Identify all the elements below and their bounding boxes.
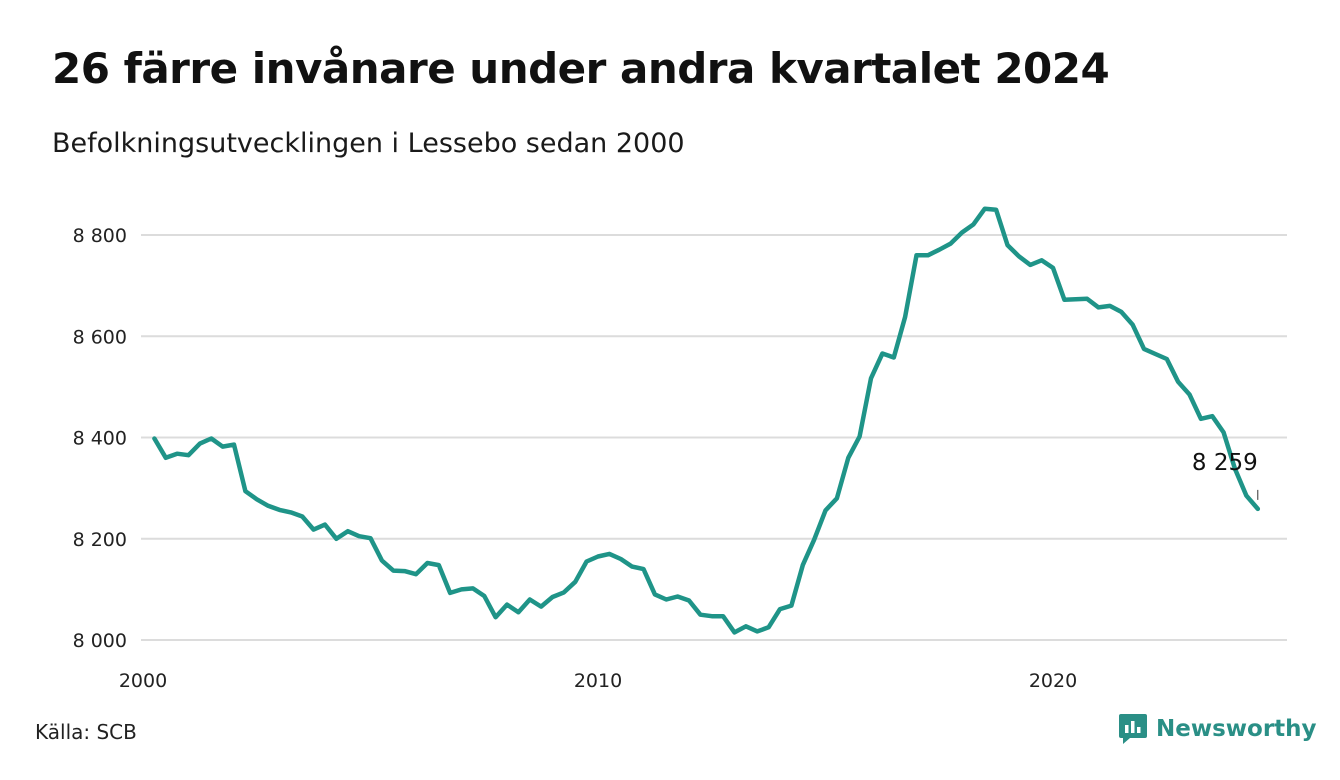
y-tick-label: 8 400 <box>73 428 127 450</box>
end-label-layer: 8 259 <box>1192 450 1259 500</box>
x-tick-label: 2020 <box>1029 670 1077 692</box>
series-layer <box>152 206 1261 635</box>
grid-lines <box>141 234 1287 641</box>
y-axis-tick-labels: 8 000 8 200 8 400 8 600 8 800 <box>73 225 127 652</box>
y-tick-label: 8 600 <box>73 326 127 348</box>
y-tick-label: 8 800 <box>73 225 127 247</box>
y-tick-label: 8 000 <box>73 630 127 652</box>
chart-title: 26 färre invånare under andra kvartalet … <box>52 44 1110 93</box>
newsworthy-icon <box>1119 714 1147 744</box>
brand-name: Newsworthy <box>1156 716 1317 742</box>
newsworthy-logo[interactable]: Newsworthy <box>1118 712 1317 746</box>
y-tick-label: 8 200 <box>73 529 127 551</box>
x-tick-label: 2010 <box>574 670 622 692</box>
chart-subtitle: Befolkningsutvecklingen i Lessebo sedan … <box>52 128 685 159</box>
x-tick-label: 2000 <box>119 670 167 692</box>
population-line <box>152 206 1261 635</box>
x-axis-tick-labels: 2000 2010 2020 <box>119 670 1077 692</box>
end-value-label: 8 259 <box>1192 450 1258 476</box>
source-note: Källa: SCB <box>35 720 137 744</box>
